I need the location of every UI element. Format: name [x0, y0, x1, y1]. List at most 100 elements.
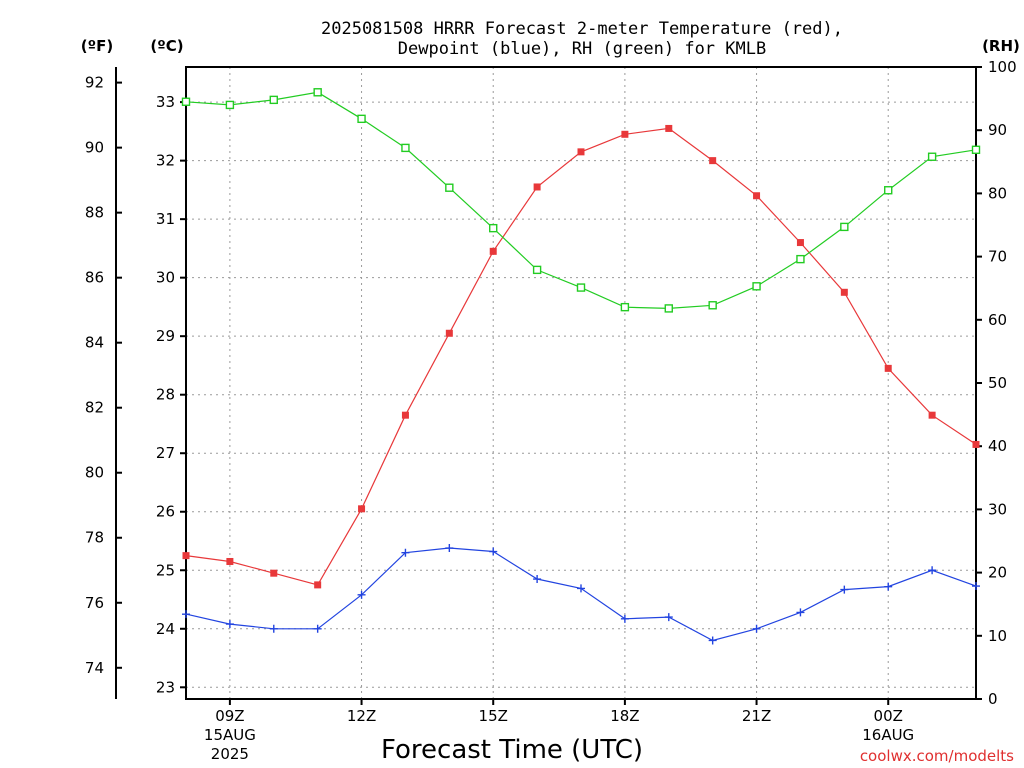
temperature-data-point — [226, 558, 233, 565]
rh-data-point — [885, 187, 892, 194]
rh-axis: 0 10 20 30 40 50 60 70 80 90 100 — [976, 58, 1017, 708]
dewpoint-data-point — [533, 575, 541, 583]
temperature-data-point — [534, 183, 541, 190]
rh-tick-label: 80 — [988, 184, 1007, 202]
time-tick-label: 15Z — [479, 707, 508, 725]
rh-data-point — [973, 146, 980, 153]
time-tick-label: 12Z — [347, 707, 376, 725]
dewpoint-data-point — [665, 613, 673, 621]
time-tick-label: 15AUG — [204, 726, 256, 744]
rh-tick-label: 30 — [988, 500, 1007, 518]
x-axis-title: Forecast Time (UTC) — [381, 735, 643, 765]
dewpoint-series-line — [186, 548, 976, 641]
dewpoint-data-point — [182, 610, 190, 618]
dewpoint-data-point — [445, 544, 453, 552]
dewpoint-data-point — [972, 582, 980, 590]
temperature-data-point — [973, 441, 980, 448]
celsius-tick-label: 32 — [156, 152, 175, 170]
rh-tick-label: 20 — [988, 564, 1007, 582]
rh-data-point — [753, 283, 760, 290]
rh-data-point — [797, 256, 804, 263]
dewpoint-data-point — [270, 625, 278, 633]
plot-series — [182, 89, 980, 645]
rh-data-point — [665, 305, 672, 312]
temperature-data-point — [314, 581, 321, 588]
temperature-data-point — [665, 125, 672, 132]
temperature-data-point — [797, 239, 804, 246]
dewpoint-data-point — [928, 566, 936, 574]
rh-data-point — [446, 184, 453, 191]
dewpoint-data-point — [226, 620, 234, 628]
rh-tick-label: 40 — [988, 437, 1007, 455]
rh-data-point — [358, 115, 365, 122]
temperature-data-point — [183, 552, 190, 559]
temperature-data-point — [490, 248, 497, 255]
celsius-tick-label: 28 — [156, 386, 175, 404]
temperature-data-point — [841, 289, 848, 296]
celsius-tick-label: 25 — [156, 561, 175, 579]
fahrenheit-tick-label: 80 — [85, 464, 104, 482]
rh-data-point — [578, 284, 585, 291]
rh-data-point — [226, 101, 233, 108]
celsius-tick-label: 31 — [156, 210, 175, 228]
time-tick-label: 00Z — [874, 707, 903, 725]
time-tick-label: 18Z — [610, 707, 639, 725]
celsius-tick-label: 26 — [156, 503, 175, 521]
celsius-tick-label: 23 — [156, 678, 175, 696]
fahrenheit-tick-label: 76 — [85, 594, 104, 612]
rh-tick-label: 90 — [988, 121, 1007, 139]
fahrenheit-tick-label: 74 — [85, 659, 104, 677]
celsius-tick-label: 30 — [156, 269, 175, 287]
fahrenheit-axis: 74 76 78 80 82 84 86 88 90 92 — [85, 67, 122, 699]
time-tick-label: 2025 — [211, 745, 249, 763]
temperature-data-point — [621, 131, 628, 138]
rh-data-point — [621, 304, 628, 311]
dewpoint-data-point — [796, 608, 804, 616]
rh-data-point — [270, 96, 277, 103]
dewpoint-data-point — [709, 636, 717, 644]
temperature-data-point — [446, 330, 453, 337]
temperature-data-point — [270, 570, 277, 577]
celsius-unit-label: (ºC) — [150, 37, 183, 55]
rh-data-point — [929, 153, 936, 160]
chart-title: 2025081508 HRRR Forecast 2-meter Tempera… — [321, 19, 843, 39]
rh-tick-label: 0 — [988, 690, 998, 708]
dewpoint-data-point — [621, 615, 629, 623]
fahrenheit-tick-label: 92 — [85, 74, 104, 92]
rh-tick-label: 50 — [988, 374, 1007, 392]
temperature-data-point — [402, 412, 409, 419]
grid-lines — [186, 67, 976, 699]
time-tick-label: 09Z — [215, 707, 244, 725]
rh-series-line — [186, 92, 976, 308]
temperature-data-point — [578, 148, 585, 155]
celsius-tick-label: 33 — [156, 93, 175, 111]
temperature-series-line — [186, 128, 976, 585]
temperature-data-point — [358, 505, 365, 512]
rh-tick-label: 70 — [988, 248, 1007, 266]
time-tick-label: 21Z — [742, 707, 771, 725]
fahrenheit-tick-label: 82 — [85, 399, 104, 417]
rh-data-point — [534, 266, 541, 273]
temperature-data-point — [709, 157, 716, 164]
fahrenheit-unit-label: (ºF) — [81, 37, 113, 55]
dewpoint-data-point — [489, 548, 497, 556]
fahrenheit-tick-label: 90 — [85, 139, 104, 157]
chart-subtitle: Dewpoint (blue), RH (green) for KMLB — [398, 39, 766, 59]
rh-data-point — [314, 89, 321, 96]
rh-tick-label: 100 — [988, 58, 1017, 76]
fahrenheit-tick-label: 78 — [85, 529, 104, 547]
temperature-data-point — [885, 365, 892, 372]
rh-data-point — [402, 144, 409, 151]
rh-data-point — [490, 225, 497, 232]
temperature-data-point — [929, 412, 936, 419]
axes — [186, 67, 976, 699]
temperature-data-point — [753, 192, 760, 199]
fahrenheit-tick-label: 84 — [85, 334, 104, 352]
celsius-tick-label: 27 — [156, 444, 175, 462]
celsius-axis: 23 24 25 26 27 28 29 30 31 32 33 — [156, 93, 186, 696]
rh-data-point — [709, 302, 716, 309]
source-credit: coolwx.com/modelts — [860, 747, 1014, 765]
dewpoint-data-point — [840, 586, 848, 594]
fahrenheit-tick-label: 86 — [85, 269, 104, 287]
